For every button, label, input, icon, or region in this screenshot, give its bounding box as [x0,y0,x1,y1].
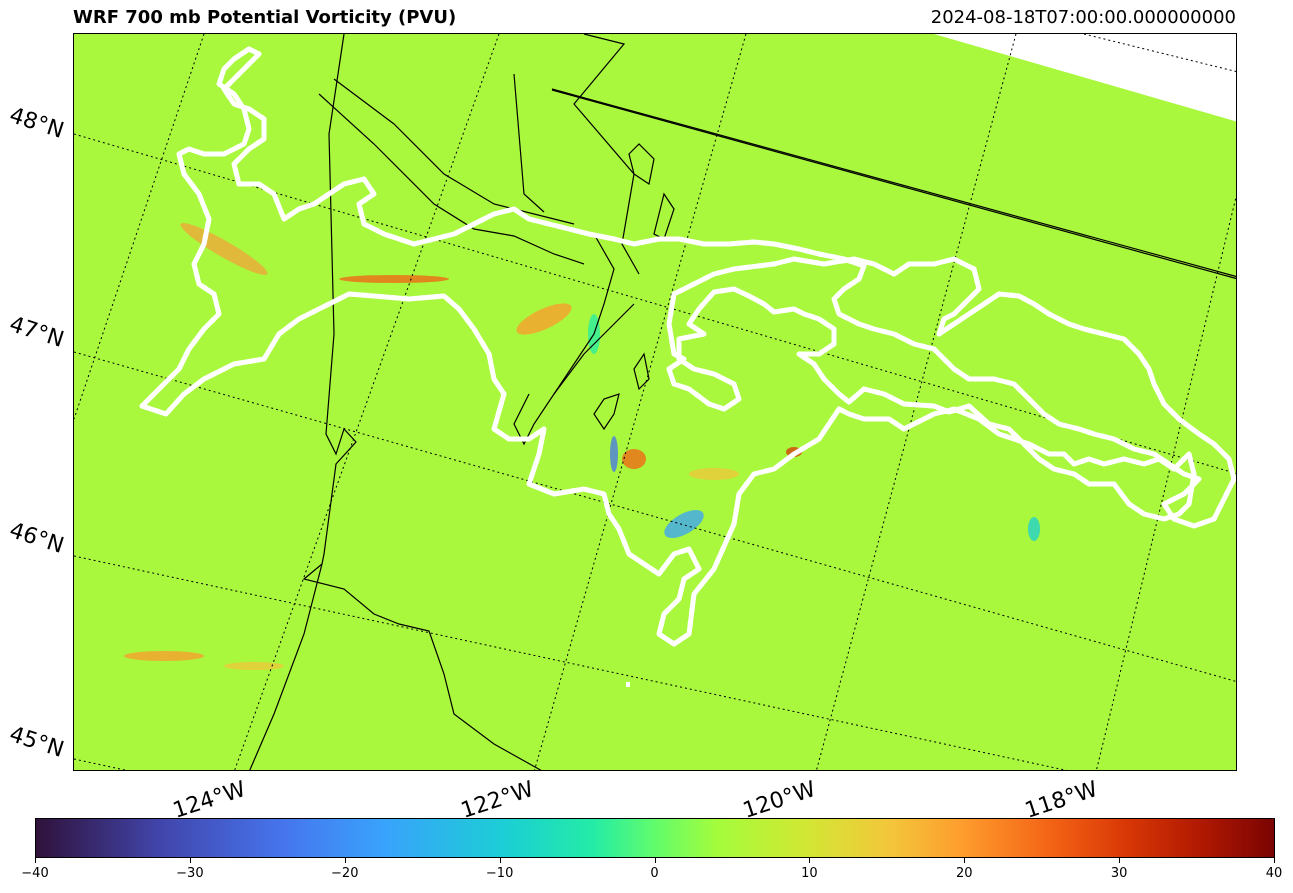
colorbar-tick [189,858,191,863]
map-timestamp: 2024-08-18T07:00:00.000000000 [930,7,1236,28]
colorbar-tick-label: 30 [1110,866,1128,881]
lon-label-120: 120°W [740,776,819,824]
colorbar-tick [1119,858,1121,863]
lat-label-47: 47°N [6,312,67,353]
lat-label-48: 48°N [6,103,67,144]
colorbar-tick-label: −40 [21,866,49,881]
lon-label-118: 118°W [1022,776,1101,824]
lat-label-46: 46°N [6,518,67,559]
colorbar-tick [499,858,501,863]
colorbar-tick-label: 20 [955,866,973,881]
colorbar-tick-label: 0 [650,866,659,881]
colorbar-tick [344,858,346,863]
colorbar-tick-label: 40 [1265,866,1283,881]
state-borders [249,34,1236,770]
lon-label-122: 122°W [458,776,537,824]
pv-anomalies [124,223,1040,670]
colorbar-tick-label: −10 [485,866,514,881]
colorbar-tick-label: 10 [801,866,818,881]
lon-label-124: 124°W [170,776,249,824]
colorbar-tick [1274,858,1275,863]
colorbar-tick [35,858,36,863]
colorbar-tick [654,858,656,863]
map-panel [73,33,1237,771]
lat-label-45: 45°N [6,722,67,763]
colorbar-tick-label: −30 [176,866,204,881]
colorbar-tick [809,858,811,863]
map-canvas [74,34,1236,770]
colorbar-tick-label: −20 [331,866,359,881]
graticule [74,34,1236,770]
map-title: WRF 700 mb Potential Vorticity (PVU) [73,7,457,28]
colorbar [35,818,1275,858]
outside-domain-region [934,34,1236,122]
colorbar-tick [964,858,966,863]
small-marker [626,682,630,687]
study-area-outline [139,46,1236,647]
